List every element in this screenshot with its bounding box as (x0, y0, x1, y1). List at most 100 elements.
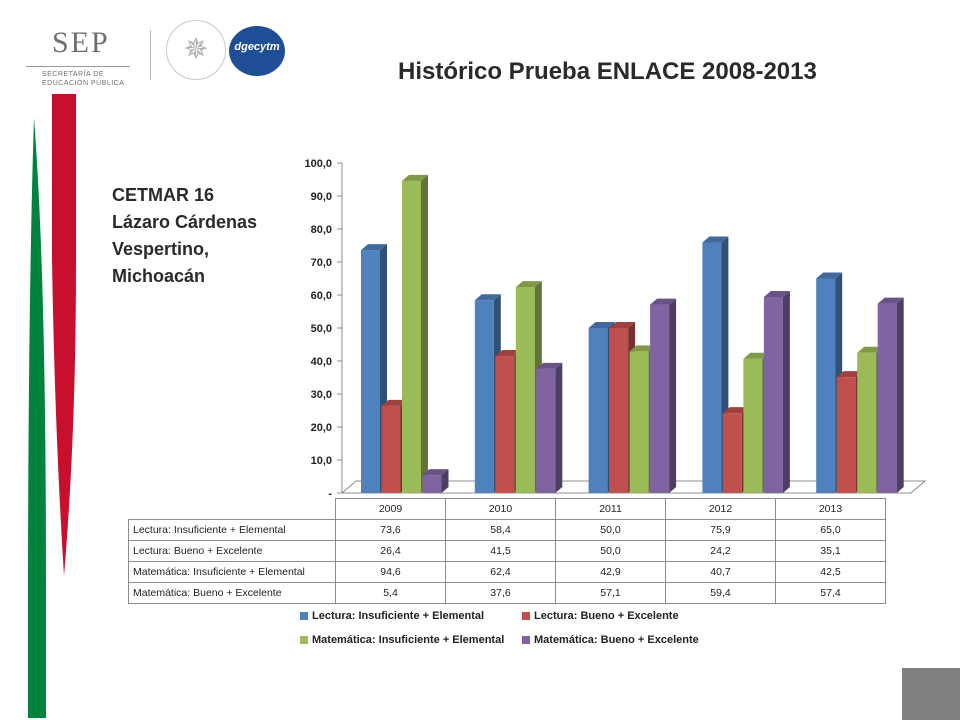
bar-top (702, 236, 729, 243)
sep-logo-text: SEP (52, 26, 110, 59)
legend-swatch (300, 636, 308, 645)
school-name-line: CETMAR 16 (112, 185, 215, 205)
bar-top (515, 281, 542, 288)
bar-front (515, 287, 535, 493)
school-name-line: Lázaro Cárdenas (112, 212, 258, 232)
bar-top (763, 290, 790, 297)
table-cell: 62,4 (445, 561, 556, 583)
y-tick-label: 50,0 (311, 323, 332, 335)
table-cell: 35,1 (775, 540, 886, 562)
legend-swatch (522, 612, 530, 621)
legend-swatch (300, 612, 308, 621)
bar-top (381, 399, 408, 406)
bar-front (722, 413, 742, 493)
table-row: Lectura: Insuficiente + Elemental 73,6 5… (128, 519, 886, 541)
table-cell: 24,2 (665, 540, 776, 562)
bar-top (474, 294, 501, 301)
table-header-cell: 2011 (555, 498, 666, 520)
y-tick-label: 100,0 (304, 158, 332, 170)
bar (816, 272, 843, 493)
bar-top (650, 298, 677, 305)
table-row: Matemática: Bueno + Excelente 5,4 37,6 5… (128, 582, 886, 604)
bar-front (857, 352, 877, 493)
bar-top (836, 371, 863, 378)
bar-side (896, 297, 904, 493)
bar-side (441, 469, 449, 493)
legend-swatch (522, 636, 530, 645)
table-cell: 5,4 (335, 582, 446, 604)
legend-label: Lectura: Bueno + Excelente (534, 610, 679, 622)
legend-label: Lectura: Insuficiente + Elemental (312, 610, 485, 622)
bar-top (361, 244, 387, 251)
bar-front (588, 328, 608, 493)
bar-front (836, 377, 856, 493)
sep-logo-subtitle-1: SECRETARÍA DE (42, 71, 104, 78)
y-tick-label: 90,0 (311, 191, 332, 203)
bar-front (650, 304, 670, 493)
school-name-line: Vespertino, (112, 239, 210, 259)
bar-front (629, 351, 649, 493)
table-cell: 42,5 (775, 561, 886, 583)
bar-top (609, 322, 636, 328)
table-cell: 65,0 (775, 519, 886, 541)
dgecytm-logo: dgecytm (229, 26, 285, 76)
bar-side (555, 362, 563, 493)
table-cell: 37,6 (445, 582, 556, 604)
legend-label: Matemática: Insuficiente + Elemental (312, 634, 505, 646)
bar-front (361, 250, 380, 493)
table-row-label: Lectura: Insuficiente + Elemental (128, 519, 336, 541)
table-header-cell: 2012 (665, 498, 776, 520)
school-name-line: Michoacán (112, 266, 206, 286)
table-cell: 57,4 (775, 582, 886, 604)
bar-top (722, 407, 749, 414)
legend-item: Lectura: Bueno + Excelente (522, 610, 679, 622)
data-table: 2009 2010 2011 2012 2013 Lectura: Insufi… (128, 498, 886, 604)
table-cell: 57,1 (555, 582, 666, 604)
table-header-row: 2009 2010 2011 2012 2013 (129, 498, 886, 520)
table-cell: 50,0 (555, 519, 666, 541)
bar-front (495, 356, 515, 493)
bar-top (536, 362, 563, 369)
bar-side (421, 174, 428, 493)
legend-item: Matemática: Insuficiente + Elemental (300, 634, 504, 646)
bar-top (402, 174, 428, 181)
table-cell: 94,6 (335, 561, 446, 583)
table-row: Matemática: Insuficiente + Elemental 94,… (128, 561, 886, 583)
table-cell: 75,9 (665, 519, 776, 541)
table-cell: 73,6 (335, 519, 446, 541)
bar-top (743, 352, 770, 359)
bar-front (422, 475, 442, 493)
bar-front (816, 278, 836, 493)
bar (877, 297, 904, 493)
table-cell: 58,4 (445, 519, 556, 541)
corner-block (902, 668, 960, 720)
bar-front (536, 368, 556, 493)
legend-item: Matemática: Bueno + Excelente (522, 634, 699, 646)
bar-top (816, 272, 843, 279)
table-row-label: Matemática: Insuficiente + Elemental (128, 561, 336, 583)
sep-logo-subtitle-2: EDUCACIÓN PÚBLICA (42, 80, 125, 87)
bar-side (669, 298, 677, 493)
y-tick-label: 70,0 (311, 257, 332, 269)
national-seal-icon: ✵ (166, 20, 226, 80)
bar-top (495, 350, 522, 357)
table-header-cell: 2013 (775, 498, 886, 520)
y-tick-label: - (328, 488, 332, 500)
table-row-label: Lectura: Bueno + Excelente (128, 540, 336, 562)
bar-front (609, 328, 629, 493)
bar-top (629, 345, 656, 352)
logo-divider (150, 30, 151, 80)
bar-top (422, 469, 449, 476)
table-corner (129, 499, 336, 520)
table-cell: 50,0 (555, 540, 666, 562)
bar (650, 298, 677, 493)
y-tick-label: 20,0 (311, 422, 332, 434)
y-tick-label: 60,0 (311, 290, 332, 302)
table-cell: 26,4 (335, 540, 446, 562)
red-band (52, 94, 76, 576)
table-cell: 40,7 (665, 561, 776, 583)
bar (422, 469, 449, 493)
table-row: Lectura: Bueno + Excelente 26,4 41,5 50,… (128, 540, 886, 562)
bar-chart: - 10,0 20,0 30,0 40,0 50,0 60,0 70,0 80,0 90,0 100… (304, 158, 927, 500)
bar-front (763, 296, 783, 493)
